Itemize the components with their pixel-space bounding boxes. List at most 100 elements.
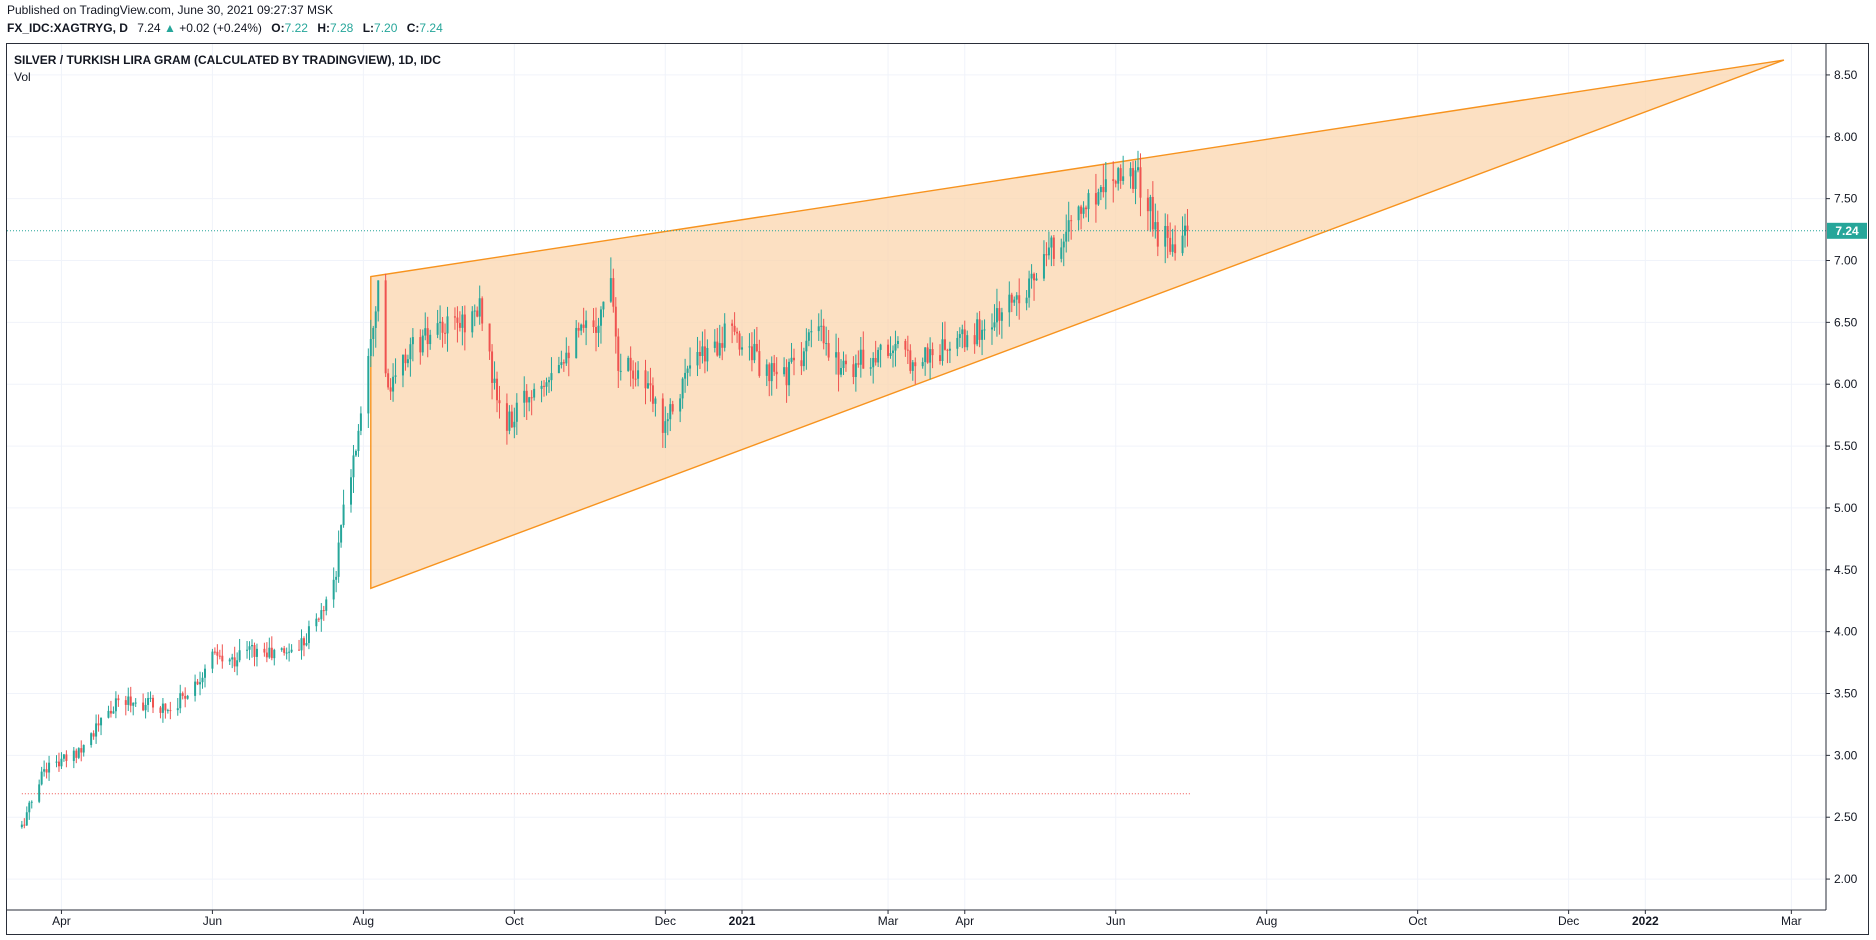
candle-body: [1008, 294, 1011, 313]
candle-body: [914, 362, 917, 367]
candle-body: [164, 703, 167, 711]
candle-body: [948, 348, 951, 351]
candle-body: [401, 354, 404, 376]
symbol-label[interactable]: FX_IDC:XAGTRYG, D: [7, 21, 128, 35]
candle-body: [298, 649, 301, 651]
price-tick-label: 4.00: [1834, 625, 1858, 639]
candle-body: [359, 413, 362, 431]
candle-body: [43, 769, 46, 772]
candle-body: [491, 351, 494, 383]
candle-body: [543, 385, 546, 387]
rising-wedge-pattern[interactable]: [370, 59, 1785, 590]
candle-body: [978, 319, 981, 340]
candle-body: [723, 323, 726, 348]
candle-body: [1117, 168, 1120, 184]
candle-body: [580, 324, 583, 331]
candle-body: [132, 702, 135, 706]
candle-body: [124, 700, 127, 705]
candle-body: [612, 278, 615, 307]
candle-body: [1060, 247, 1063, 259]
candle-body: [112, 711, 115, 714]
candle-body: [95, 723, 98, 737]
time-tick-label: Oct: [1408, 914, 1427, 928]
candle-body: [280, 648, 283, 650]
candle-body: [911, 362, 914, 371]
candle-body: [1080, 206, 1083, 214]
candle-body: [592, 320, 595, 328]
candlestick-series[interactable]: [20, 150, 1189, 829]
candle-body: [577, 327, 580, 331]
close-label: C:: [406, 21, 420, 35]
up-arrow-icon: ▲: [163, 21, 176, 35]
time-tick-label: Dec: [1558, 914, 1579, 928]
candle-body: [201, 677, 204, 683]
price-tick-label: 3.50: [1834, 687, 1858, 701]
candle-body: [854, 363, 857, 378]
candle-body: [716, 341, 719, 356]
candle-body: [1134, 170, 1137, 189]
candle-body: [283, 648, 286, 653]
candle-body: [874, 357, 877, 363]
candle-body: [1047, 247, 1050, 256]
candle-body: [236, 660, 239, 667]
candle-body: [1042, 254, 1045, 279]
candle-body: [302, 638, 305, 646]
candle-body: [733, 325, 736, 332]
candle-body: [649, 383, 652, 386]
candle-body: [481, 298, 484, 324]
candle-body: [706, 347, 709, 362]
candle-body: [669, 404, 672, 420]
candle-body: [436, 323, 439, 335]
candle-body: [805, 340, 808, 352]
candle-body: [750, 346, 753, 361]
candle-body: [891, 350, 894, 354]
chart-frame[interactable]: [6, 43, 1869, 935]
candle-body: [510, 411, 513, 428]
candle-body: [117, 698, 120, 701]
published-note: Published on TradingView.com, June 30, 2…: [7, 3, 333, 17]
candle-body: [498, 400, 501, 404]
candle-body: [872, 357, 875, 368]
candle-body: [100, 717, 103, 726]
candle-body: [852, 364, 855, 378]
time-axis[interactable]: Apr Jun Aug Oct Dec 2021 Mar Apr Jun Aug Oct Dec 202…: [7, 909, 1826, 928]
open-value: 7.22: [284, 21, 308, 35]
candle-body: [377, 280, 380, 312]
candle-body: [785, 367, 788, 386]
candle-body: [127, 696, 130, 705]
candle-body: [721, 343, 724, 348]
candle-body: [478, 298, 481, 317]
candle-body: [585, 320, 588, 328]
candle-body: [993, 322, 996, 328]
volume-label: Vol: [14, 70, 31, 84]
candle-body: [1050, 237, 1053, 248]
candle-body: [265, 652, 268, 658]
candle-body: [768, 364, 771, 382]
candle-body: [755, 343, 758, 352]
candle-body: [1136, 167, 1139, 171]
candle-body: [614, 306, 617, 337]
candle-body: [65, 754, 68, 761]
candle-body: [75, 750, 78, 758]
candle-body: [476, 310, 479, 317]
price-tick-label: 5.50: [1834, 439, 1858, 453]
candle-body: [1094, 193, 1097, 205]
candle-body: [317, 618, 320, 620]
candle-body: [1166, 225, 1169, 238]
candle-body: [557, 365, 560, 374]
candle-body: [943, 339, 946, 350]
candle-body: [973, 335, 976, 345]
candle-body: [357, 430, 360, 451]
candle-body: [159, 707, 162, 713]
candle-body: [1174, 244, 1177, 254]
time-tick-label: Oct: [505, 914, 524, 928]
candle-body: [176, 708, 179, 711]
candle-body: [419, 337, 422, 353]
price-axis[interactable]: 2.00 2.50 3.00 3.50 4.00 4.50 5.00 5.50 6.00 6.50…: [1825, 44, 1858, 910]
candle-body: [290, 649, 293, 652]
candle-body: [221, 655, 224, 662]
candle-body: [473, 310, 476, 312]
candle-body: [216, 651, 219, 656]
candle-body: [627, 357, 630, 371]
